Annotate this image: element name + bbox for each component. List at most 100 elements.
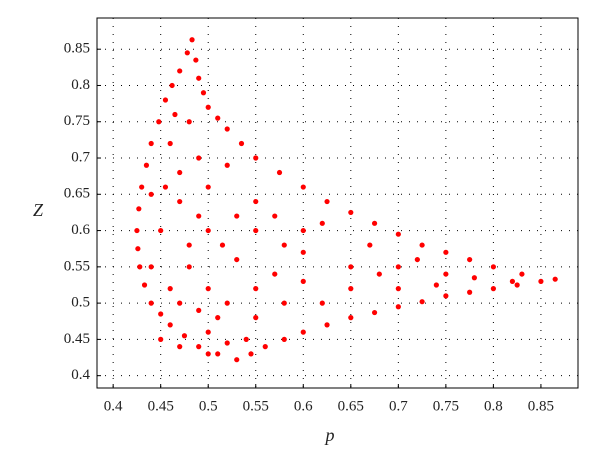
y-tick-label: 0.75 [64,113,90,129]
point [215,351,221,357]
point [134,227,140,234]
point [443,293,449,299]
point [205,184,211,190]
point [467,289,473,295]
point [158,311,164,317]
point [324,322,330,328]
point [276,169,283,176]
point [205,329,211,335]
point [189,37,195,43]
point [158,336,164,342]
point [169,82,175,89]
point [471,275,477,281]
point [348,209,354,216]
y-tick-label: 0.6 [71,222,90,238]
point [281,300,287,306]
point [319,300,325,306]
point [196,155,202,161]
point [243,336,249,342]
point [196,75,202,81]
point [395,231,401,237]
point [205,104,211,110]
point [519,271,525,277]
point [300,227,306,234]
point [200,90,207,96]
y-tick-label: 0.5 [71,295,90,311]
point [196,213,202,219]
point [148,300,154,306]
point [319,220,325,226]
point [395,304,401,310]
point [348,315,354,321]
point [367,242,373,248]
point [395,286,401,292]
point [253,198,259,205]
point [177,300,183,306]
point [224,300,230,306]
point [348,286,354,292]
point [253,155,259,161]
point [234,256,240,263]
point [253,315,259,321]
x-tick-label: 0.55 [243,398,269,414]
point [514,282,520,288]
x-tick-label: 0.5 [199,398,218,414]
point [181,333,188,339]
point [253,227,259,234]
x-tick-label: 0.65 [338,398,364,414]
point [139,184,145,190]
point [148,264,154,270]
point [143,162,150,168]
point [467,256,473,263]
point [433,282,439,288]
point [238,140,245,147]
point [162,97,169,103]
x-axis-label: p [324,425,335,445]
point [443,249,449,255]
point [186,242,192,248]
y-tick-label: 0.8 [71,77,90,93]
point [219,242,226,248]
y-tick-label: 0.45 [64,331,90,347]
point [186,119,192,125]
point [196,344,202,350]
y-tick-label: 0.85 [64,41,90,57]
point [281,242,287,248]
point [158,227,164,234]
y-axis-label: Z [33,200,44,220]
point [167,140,173,147]
point [300,184,306,190]
point [490,264,496,270]
point [253,286,259,292]
point [490,286,496,292]
point [262,344,268,350]
point [300,329,306,335]
point [136,206,142,212]
point [177,169,183,176]
point [148,140,154,147]
point [177,198,183,205]
point [172,111,178,118]
point [272,213,278,219]
point [234,357,240,363]
point [186,264,192,270]
point [156,119,162,125]
x-tick-label: 0.85 [528,398,554,414]
point [281,336,287,342]
point [177,68,183,74]
point [234,213,240,219]
point [376,271,382,277]
point [371,220,378,226]
point [224,340,230,346]
point [177,344,183,350]
point [395,264,401,270]
point [215,315,221,321]
point [205,351,211,357]
point [196,307,202,313]
point [224,126,230,132]
point [552,276,558,282]
point [162,184,169,190]
point [300,249,306,255]
